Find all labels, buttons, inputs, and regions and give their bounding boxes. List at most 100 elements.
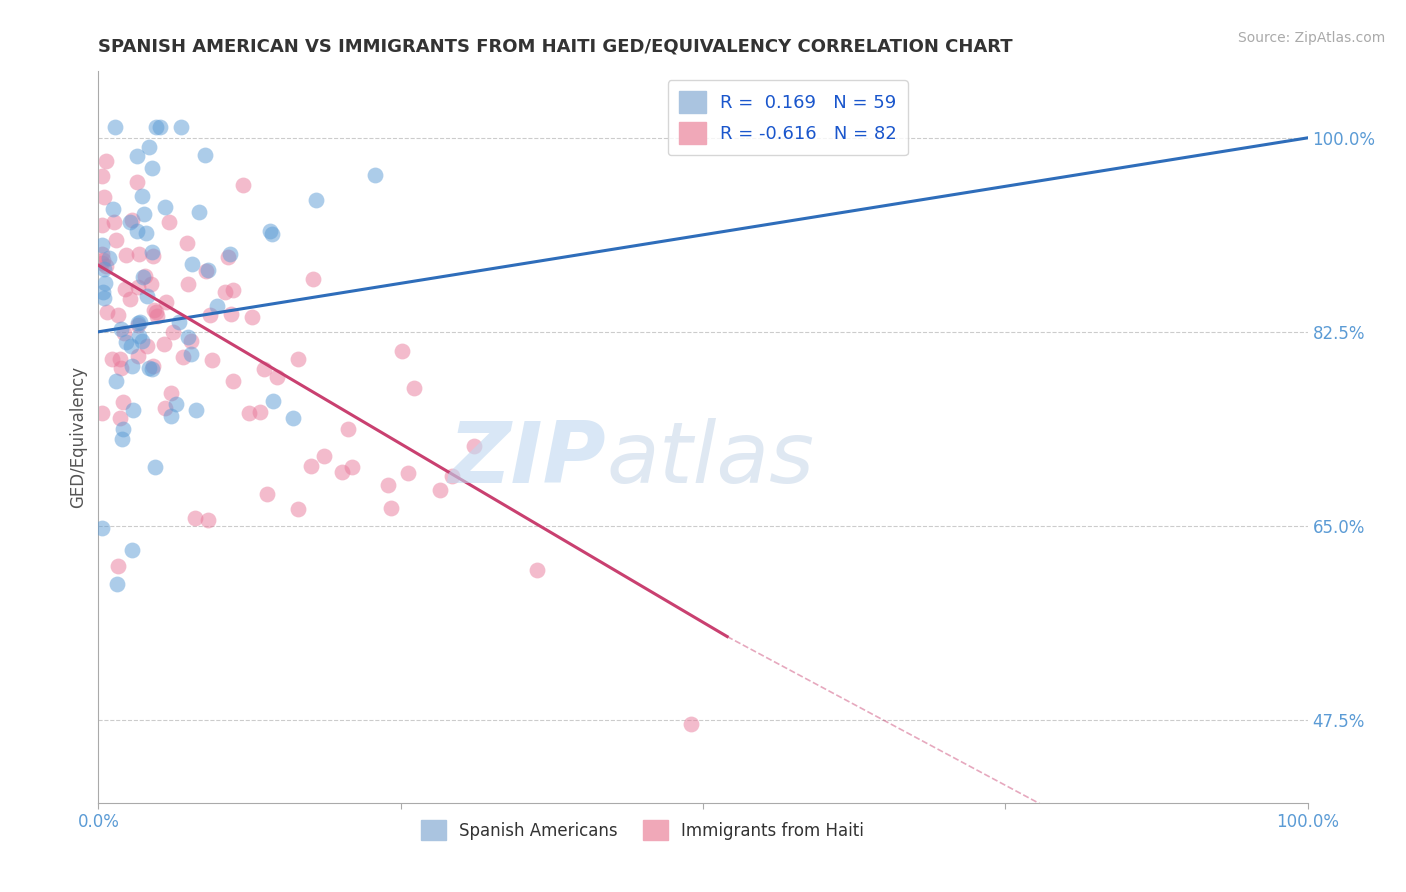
Point — [222, 374, 245, 388]
Point — [118, 215, 141, 229]
Point — [93, 285, 115, 299]
Point — [177, 330, 200, 344]
Point — [188, 205, 211, 219]
Point — [214, 285, 236, 299]
Point — [127, 224, 149, 238]
Point — [128, 246, 150, 260]
Point — [256, 487, 278, 501]
Point — [314, 449, 336, 463]
Point — [91, 169, 114, 184]
Point — [219, 247, 242, 261]
Point — [396, 466, 419, 480]
Point — [112, 326, 135, 340]
Point — [110, 361, 132, 376]
Point — [180, 257, 202, 271]
Point — [177, 277, 200, 291]
Point — [299, 459, 322, 474]
Point — [222, 283, 245, 297]
Point — [142, 359, 165, 373]
Point — [134, 226, 156, 240]
Point — [103, 215, 125, 229]
Point — [138, 361, 160, 376]
Point — [259, 224, 281, 238]
Point — [91, 247, 114, 261]
Point — [526, 563, 548, 577]
Point — [93, 261, 115, 276]
Point — [96, 260, 118, 274]
Point — [305, 193, 328, 207]
Point — [121, 212, 143, 227]
Point — [125, 149, 148, 163]
Point — [287, 501, 309, 516]
Point — [391, 343, 413, 358]
Point — [94, 276, 117, 290]
Point — [91, 218, 114, 232]
Point — [127, 316, 149, 330]
Point — [440, 469, 463, 483]
Point — [238, 406, 260, 420]
Point — [195, 264, 218, 278]
Point — [463, 439, 485, 453]
Point — [287, 352, 309, 367]
Point — [380, 500, 402, 515]
Point — [121, 359, 143, 374]
Point — [91, 406, 114, 420]
Text: SPANISH AMERICAN VS IMMIGRANTS FROM HAITI GED/EQUIVALENCY CORRELATION CHART: SPANISH AMERICAN VS IMMIGRANTS FROM HAIT… — [98, 38, 1014, 56]
Point — [110, 322, 132, 336]
Point — [679, 717, 702, 731]
Point — [330, 465, 353, 479]
Point — [121, 543, 143, 558]
Point — [197, 263, 219, 277]
Point — [101, 202, 124, 216]
Point — [197, 513, 219, 527]
Point — [232, 178, 254, 192]
Point — [141, 245, 163, 260]
Point — [121, 338, 143, 352]
Point — [104, 374, 127, 388]
Point — [180, 334, 202, 348]
Point — [141, 277, 163, 292]
Point — [155, 294, 177, 309]
Text: atlas: atlas — [606, 417, 814, 500]
Point — [141, 249, 163, 263]
Point — [149, 120, 172, 134]
Point — [145, 305, 167, 319]
Point — [160, 409, 183, 424]
Point — [111, 433, 134, 447]
Point — [172, 350, 194, 364]
Point — [112, 422, 135, 436]
Point — [377, 477, 399, 491]
Point — [186, 403, 208, 417]
Point — [262, 394, 284, 409]
Point — [141, 161, 163, 175]
Point — [194, 148, 217, 162]
Point — [143, 460, 166, 475]
Point — [167, 315, 190, 329]
Point — [136, 289, 159, 303]
Point — [125, 175, 148, 189]
Point — [115, 247, 138, 261]
Point — [108, 351, 131, 366]
Point — [429, 483, 451, 498]
Point — [107, 308, 129, 322]
Point — [128, 328, 150, 343]
Point — [145, 309, 167, 323]
Point — [91, 520, 114, 534]
Point — [249, 405, 271, 419]
Point — [134, 268, 156, 283]
Point — [217, 250, 239, 264]
Point — [252, 361, 274, 376]
Point — [302, 272, 325, 286]
Point — [170, 120, 193, 134]
Point — [138, 140, 160, 154]
Point — [153, 337, 176, 351]
Legend: Spanish Americans, Immigrants from Haiti: Spanish Americans, Immigrants from Haiti — [415, 814, 870, 847]
Point — [340, 459, 363, 474]
Point — [131, 334, 153, 348]
Point — [219, 307, 242, 321]
Text: ZIP: ZIP — [449, 417, 606, 500]
Point — [91, 238, 114, 252]
Point — [205, 299, 228, 313]
Point — [200, 308, 222, 322]
Point — [93, 291, 115, 305]
